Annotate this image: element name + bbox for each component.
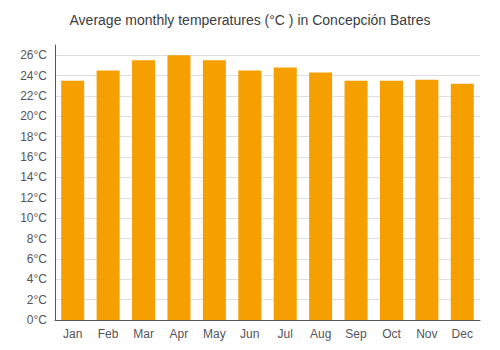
svg-text:18°C: 18°C [20, 130, 47, 144]
svg-text:Average monthly temperatures (: Average monthly temperatures (°C ) in Co… [70, 12, 431, 28]
svg-text:26°C: 26°C [20, 48, 47, 62]
svg-text:Dec: Dec [452, 327, 473, 341]
svg-text:Nov: Nov [416, 327, 437, 341]
svg-text:10°C: 10°C [20, 211, 47, 225]
svg-text:2°C: 2°C [27, 293, 47, 307]
svg-text:14°C: 14°C [20, 170, 47, 184]
svg-text:May: May [203, 327, 226, 341]
svg-text:Jan: Jan [63, 327, 82, 341]
svg-text:Jun: Jun [240, 327, 259, 341]
svg-text:4°C: 4°C [27, 272, 47, 286]
svg-text:16°C: 16°C [20, 150, 47, 164]
svg-text:Jul: Jul [278, 327, 293, 341]
svg-text:Aug: Aug [310, 327, 331, 341]
svg-text:Mar: Mar [133, 327, 154, 341]
svg-text:12°C: 12°C [20, 191, 47, 205]
svg-text:20°C: 20°C [20, 109, 47, 123]
svg-text:Feb: Feb [98, 327, 119, 341]
svg-text:0°C: 0°C [27, 313, 47, 327]
svg-text:Oct: Oct [382, 327, 401, 341]
svg-text:Sep: Sep [345, 327, 367, 341]
svg-text:8°C: 8°C [27, 232, 47, 246]
svg-text:22°C: 22°C [20, 89, 47, 103]
svg-text:6°C: 6°C [27, 252, 47, 266]
svg-text:24°C: 24°C [20, 69, 47, 83]
svg-text:Apr: Apr [170, 327, 189, 341]
